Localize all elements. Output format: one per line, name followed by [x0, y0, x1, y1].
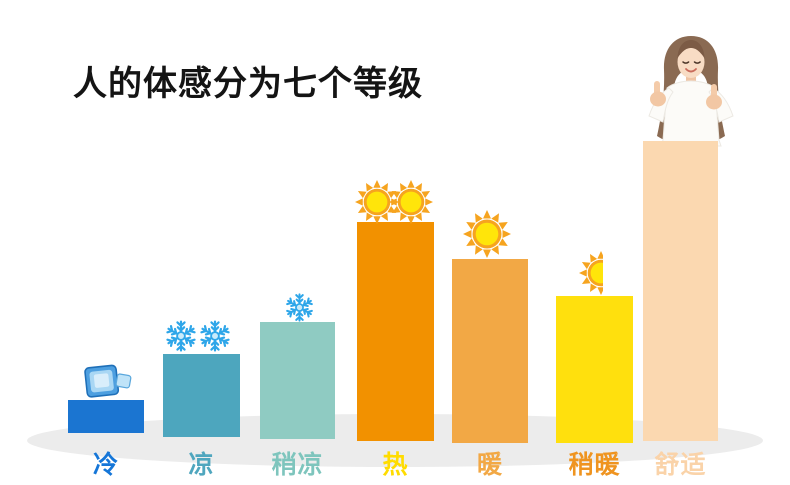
bar-label-cold: 冷	[92, 450, 119, 479]
snowflake-icon	[285, 293, 314, 322]
bar-slightly-warm	[556, 296, 633, 443]
bar-label-slightly-warm: 稍暖	[568, 450, 621, 479]
bar-hot	[357, 222, 434, 441]
sun-icon	[463, 210, 511, 258]
bar-slightly-cool	[260, 322, 335, 439]
sun-icon	[389, 180, 433, 224]
bar-label-warm: 暖	[476, 450, 503, 479]
shirt	[660, 80, 722, 147]
bar-label-cool: 凉	[188, 450, 215, 479]
bar-comfortable	[643, 141, 718, 441]
face	[677, 46, 705, 78]
half-sun-icon	[579, 251, 603, 295]
bar-warm	[452, 259, 528, 443]
page-title: 人的体感分为七个等级	[73, 64, 423, 104]
bar-label-comfortable: 舒适	[654, 450, 707, 479]
left-fist	[650, 91, 666, 107]
bar-label-hot: 热	[382, 450, 409, 479]
bar-cool	[163, 354, 240, 437]
bar-cold	[68, 400, 144, 433]
bar-label-slightly-cool: 稍凉	[271, 450, 324, 479]
hair	[657, 36, 725, 142]
right-fist	[706, 94, 722, 110]
woman-thumbs-up-photo	[648, 36, 734, 147]
snowflake-icon	[199, 320, 231, 352]
snowflake-icon	[165, 320, 197, 352]
bangs	[677, 40, 705, 58]
ice-cube-icon	[84, 364, 132, 398]
